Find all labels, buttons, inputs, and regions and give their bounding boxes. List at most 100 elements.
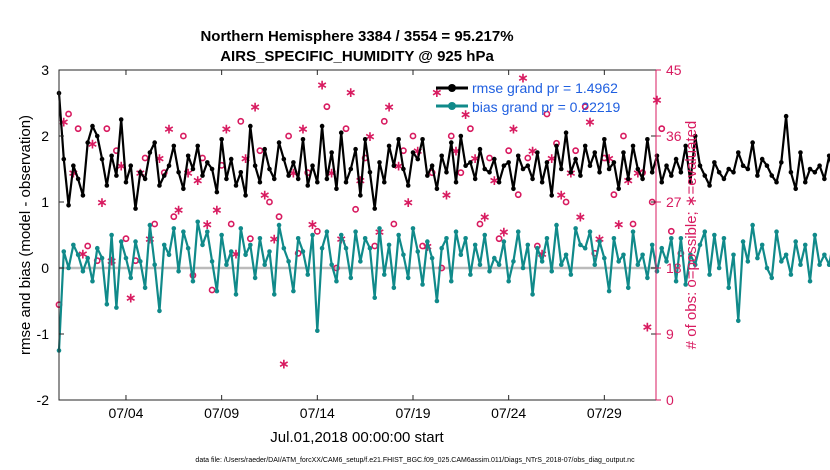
bias-point	[458, 252, 464, 258]
bias-point	[329, 262, 334, 268]
bias-point	[291, 288, 296, 294]
evaluated-obs-marker: ∗	[488, 173, 500, 189]
bias-point	[142, 285, 148, 291]
rmse-point	[200, 173, 205, 178]
bias-point	[544, 236, 550, 241]
rmse-point	[659, 179, 665, 185]
possible-obs-marker	[466, 125, 474, 133]
possible-obs-marker	[179, 132, 187, 140]
evaluated-obs-marker: ∗	[393, 158, 405, 174]
rmse-point	[343, 179, 349, 185]
rmse-point	[826, 153, 830, 159]
y-tick-label: -2	[37, 392, 50, 408]
bias-point	[568, 272, 574, 277]
bias-point	[300, 249, 306, 254]
rmse-point	[702, 173, 708, 178]
bias-point	[439, 245, 444, 251]
possible-obs-marker	[409, 132, 417, 140]
bias-point	[463, 236, 468, 241]
rmse-point	[271, 176, 277, 182]
rmse-point	[558, 166, 564, 172]
evaluated-obs-marker: ∗	[584, 114, 596, 130]
rmse-point	[578, 173, 583, 178]
bias-point	[415, 249, 421, 254]
bias-point	[99, 255, 105, 261]
y-right-tick-label: 18	[666, 260, 682, 276]
bias-point	[602, 255, 607, 261]
bias-point	[109, 232, 114, 238]
bias-point	[501, 239, 507, 244]
bias-point	[635, 262, 641, 268]
bias-point	[716, 265, 722, 271]
bias-point	[305, 272, 311, 277]
evaluated-obs-marker: ∗	[364, 129, 376, 145]
evaluated-obs-marker: ∗	[642, 320, 654, 336]
rmse-point	[630, 143, 636, 149]
bias-point	[315, 328, 320, 334]
bias-point	[793, 239, 798, 244]
evaluated-obs-marker: ∗	[77, 246, 89, 262]
bias-point	[123, 255, 129, 261]
possible-obs-marker	[514, 191, 522, 199]
bias-point	[271, 292, 277, 297]
possible-obs-marker	[390, 220, 398, 228]
y-tick-label: 0	[41, 260, 49, 276]
evaluated-obs-marker: ∗	[402, 195, 414, 211]
rmse-point	[745, 166, 751, 172]
rmse-point	[573, 156, 578, 162]
y-tick-label: -1	[37, 326, 50, 342]
rmse-point	[238, 170, 244, 175]
rmse-point	[515, 153, 521, 159]
rmse-point	[439, 153, 444, 159]
y-axis-label: rmse and bias (model - observation)	[17, 115, 34, 355]
x-tick-label: 07/09	[204, 405, 239, 421]
rmse-point	[305, 183, 311, 188]
bias-point	[152, 262, 157, 268]
rmse-point	[640, 176, 645, 182]
rmse-point	[434, 186, 440, 192]
bias-point	[654, 269, 660, 274]
rmse-point	[496, 179, 502, 185]
bias-point	[448, 278, 454, 284]
y-right-tick-label: 45	[666, 62, 682, 78]
evaluated-obs-marker: ∗	[450, 144, 462, 160]
rmse-point	[334, 186, 339, 192]
rmse-point	[300, 137, 306, 142]
bias-point	[267, 249, 272, 254]
bias-point	[645, 275, 650, 281]
bias-point	[688, 252, 693, 258]
rmse-point	[181, 186, 186, 192]
possible-obs-marker	[151, 220, 159, 228]
bias-point	[190, 278, 196, 284]
bias-point	[209, 259, 215, 264]
rmse-point	[228, 156, 234, 162]
bias-point	[563, 252, 569, 258]
bias-point	[520, 265, 526, 271]
rmse-point	[774, 179, 779, 185]
bias-point	[625, 285, 631, 291]
rmse-point	[281, 156, 287, 162]
bias-point	[377, 226, 382, 231]
bias-point	[779, 259, 784, 264]
rmse-point	[152, 140, 157, 145]
evaluated-obs-marker: ∗	[536, 246, 548, 262]
bias-point	[295, 236, 301, 241]
rmse-point	[554, 143, 559, 149]
evaluated-obs-marker: ∗	[240, 151, 252, 167]
rmse-point	[525, 163, 531, 168]
evaluated-obs-marker: ∗	[259, 188, 271, 204]
bias-point	[118, 239, 124, 244]
bias-point	[128, 275, 134, 281]
bias-point	[755, 255, 760, 261]
evaluated-obs-marker: ∗	[575, 210, 587, 226]
bias-point	[587, 229, 593, 234]
evaluated-obs-marker: ∗	[383, 100, 395, 116]
evaluated-obs-marker: ∗	[182, 166, 194, 182]
evaluated-obs-marker: ∗	[307, 217, 319, 233]
rmse-point	[487, 170, 492, 175]
rmse-point	[807, 166, 813, 172]
rmse-point	[817, 163, 822, 168]
rmse-point	[764, 163, 770, 168]
rmse-point	[759, 156, 765, 162]
